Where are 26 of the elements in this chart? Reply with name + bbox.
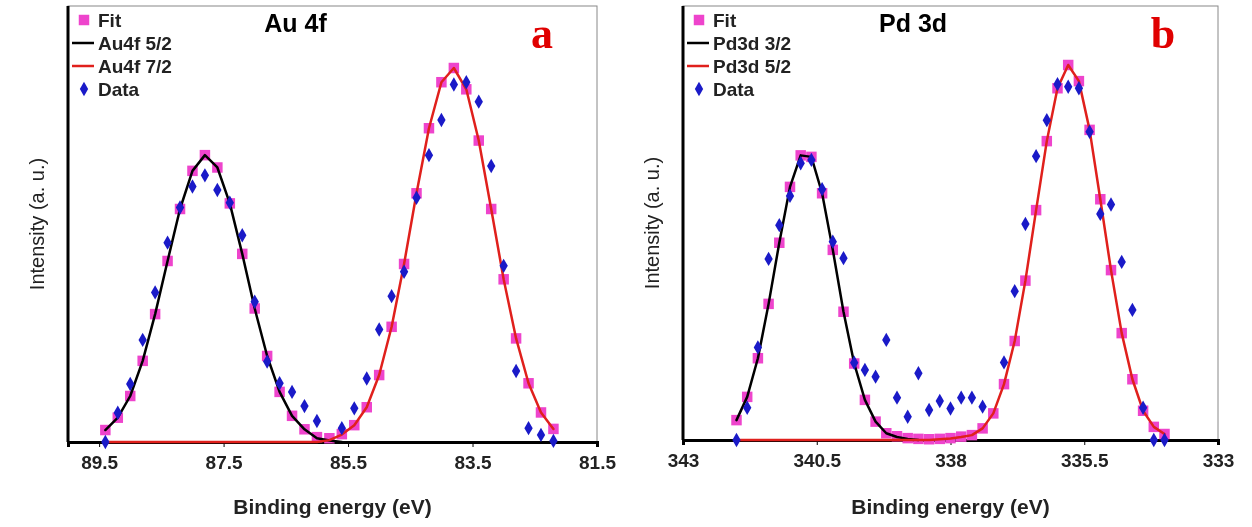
x-tick-label: 335.5 [1060, 450, 1109, 471]
x-tick-label: 340.5 [793, 450, 842, 471]
legend-label: Au4f 7/2 [98, 56, 172, 77]
legend-label: Fit [713, 10, 737, 31]
text: a [531, 9, 553, 58]
chart-title: Au 4f [264, 9, 328, 37]
x-tick-label: 343 [667, 450, 700, 471]
legend-label: Data [98, 79, 140, 100]
x-tick-label: 83.5 [454, 452, 492, 473]
x-tick-label: 89.5 [81, 452, 119, 473]
legend-label: Pd3d 3/2 [713, 33, 792, 54]
legend-label: Fit [98, 10, 122, 31]
y-axis-title: Intensity (a. u.) [641, 156, 663, 290]
legend-label: Data [713, 79, 755, 100]
x-tick-label: 338 [935, 450, 967, 471]
x-axis-title: Binding energy (eV) [851, 495, 1050, 518]
x-tick-label: 85.5 [330, 452, 368, 473]
x-axis-title: Binding energy (eV) [233, 495, 432, 518]
text: b [1150, 9, 1176, 58]
legend-label: Pd3d 5/2 [713, 56, 792, 77]
y-axis-title: Intensity (a. u.) [26, 157, 48, 291]
chart-title: Pd 3d [879, 9, 948, 37]
x-tick-label: 87.5 [205, 452, 244, 473]
legend-label: Au4f 5/2 [98, 33, 172, 54]
x-tick-label: 333 [1202, 450, 1235, 471]
x-tick-label: 81.5 [579, 452, 617, 473]
